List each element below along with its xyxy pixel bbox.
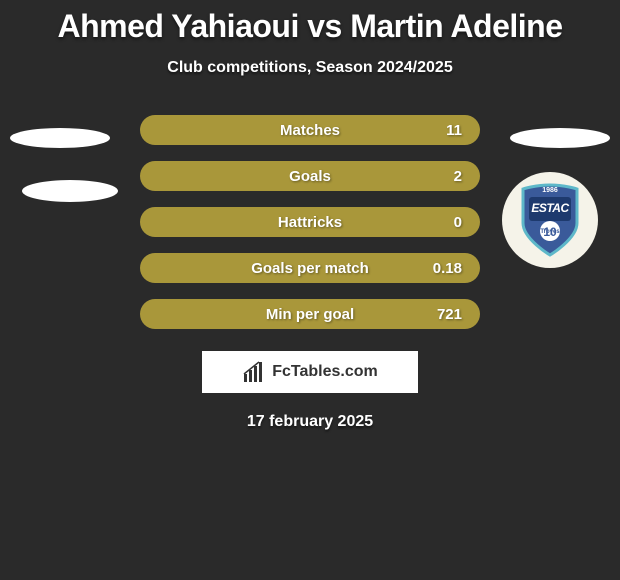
stat-label: Goals: [289, 168, 331, 185]
chart-icon: [242, 360, 266, 384]
fctables-logo[interactable]: FcTables.com: [202, 351, 418, 393]
stat-label: Matches: [280, 122, 340, 139]
logo-text: FcTables.com: [272, 363, 378, 381]
stat-value: 721: [437, 306, 462, 323]
stat-label: Goals per match: [251, 260, 369, 277]
badge-year: 1986: [542, 187, 558, 194]
stat-label: Hattricks: [278, 214, 342, 231]
page-title: Ahmed Yahiaoui vs Martin Adeline: [0, 0, 620, 45]
page-subtitle: Club competitions, Season 2024/2025: [0, 59, 620, 77]
badge-sub: Troyes: [540, 229, 559, 235]
stat-label: Min per goal: [266, 306, 354, 323]
stat-row-hattricks: Hattricks 0: [140, 207, 480, 237]
stat-value: 11: [446, 122, 462, 139]
stat-row-goals: Goals 2: [140, 161, 480, 191]
badge-main: ESTAC: [531, 201, 568, 215]
stat-row-min-per-goal: Min per goal 721: [140, 299, 480, 329]
stat-value: 0.18: [433, 260, 462, 277]
stat-value: 0: [454, 214, 462, 231]
player-right-avatar-placeholder: [510, 128, 610, 148]
player-left-avatar-placeholder-1: [10, 128, 110, 148]
date-label: 17 february 2025: [0, 413, 620, 431]
club-badge: 10 1986 ESTAC Troyes: [502, 172, 598, 268]
stat-row-goals-per-match: Goals per match 0.18: [140, 253, 480, 283]
player-left-avatar-placeholder-2: [22, 180, 118, 202]
stat-value: 2: [454, 168, 462, 185]
shield-icon: 10 1986 ESTAC Troyes: [515, 183, 585, 257]
stat-row-matches: Matches 11: [140, 115, 480, 145]
